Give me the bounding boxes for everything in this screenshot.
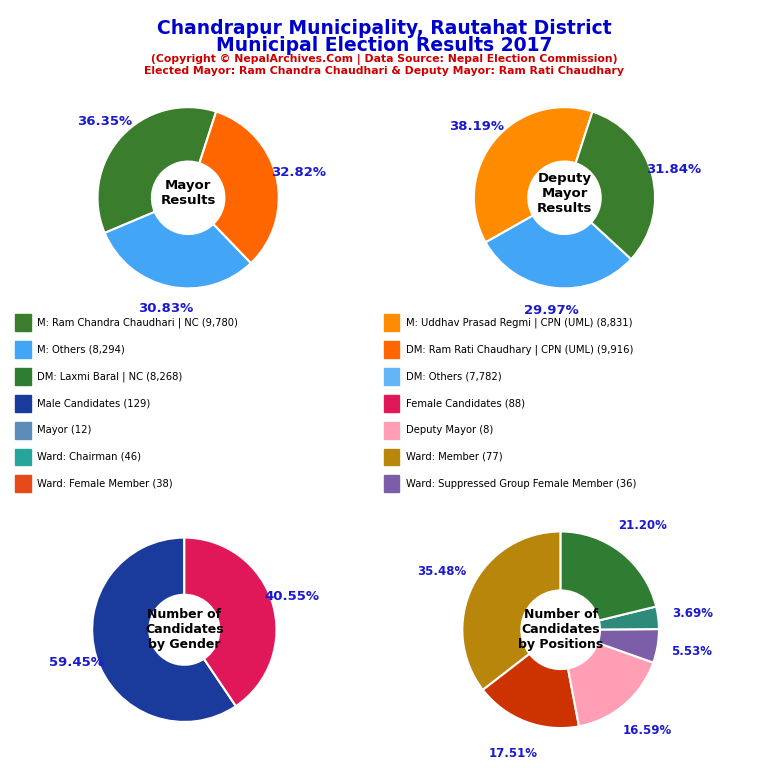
Text: Male Candidates (129): Male Candidates (129) [37,398,150,409]
Text: DM: Ram Rati Chaudhary | CPN (UML) (9,916): DM: Ram Rati Chaudhary | CPN (UML) (9,91… [406,344,633,355]
Text: Deputy Mayor (8): Deputy Mayor (8) [406,425,493,435]
Text: 32.82%: 32.82% [271,166,326,179]
Text: 16.59%: 16.59% [622,724,672,737]
Text: 38.19%: 38.19% [449,120,505,133]
Text: Mayor (12): Mayor (12) [37,425,91,435]
Text: DM: Others (7,782): DM: Others (7,782) [406,371,502,382]
Text: 17.51%: 17.51% [489,747,538,760]
Text: Ward: Female Member (38): Ward: Female Member (38) [37,478,173,489]
Text: Ward: Member (77): Ward: Member (77) [406,452,502,462]
Wedge shape [200,111,279,263]
Wedge shape [576,111,655,259]
Wedge shape [104,212,251,288]
Text: 36.35%: 36.35% [77,114,132,127]
Text: M: Others (8,294): M: Others (8,294) [37,344,124,355]
Wedge shape [98,108,216,233]
Text: 30.83%: 30.83% [137,302,193,315]
Text: Number of
Candidates
by Positions: Number of Candidates by Positions [518,608,604,651]
Wedge shape [599,607,659,630]
Text: 5.53%: 5.53% [671,645,712,658]
Text: Municipal Election Results 2017: Municipal Election Results 2017 [216,36,552,55]
Text: 35.48%: 35.48% [417,564,466,578]
Text: Female Candidates (88): Female Candidates (88) [406,398,525,409]
Text: 40.55%: 40.55% [264,591,319,604]
Wedge shape [561,531,656,621]
Text: 29.97%: 29.97% [524,304,579,316]
Text: Ward: Suppressed Group Female Member (36): Ward: Suppressed Group Female Member (36… [406,478,636,489]
Wedge shape [474,108,592,243]
Text: DM: Laxmi Baral | NC (8,268): DM: Laxmi Baral | NC (8,268) [37,371,182,382]
Text: Mayor
Results: Mayor Results [161,179,216,207]
Text: Number of
Candidates
by Gender: Number of Candidates by Gender [145,608,223,651]
Text: M: Ram Chandra Chaudhari | NC (9,780): M: Ram Chandra Chaudhari | NC (9,780) [37,317,238,328]
Text: Chandrapur Municipality, Rautahat District: Chandrapur Municipality, Rautahat Distri… [157,19,611,38]
Text: 21.20%: 21.20% [618,519,667,532]
Text: Deputy
Mayor
Results: Deputy Mayor Results [537,172,592,215]
Wedge shape [598,629,659,663]
Text: (Copyright © NepalArchives.Com | Data Source: Nepal Election Commission): (Copyright © NepalArchives.Com | Data So… [151,54,617,65]
Text: 31.84%: 31.84% [647,163,702,176]
Text: 59.45%: 59.45% [49,656,104,669]
Wedge shape [184,538,276,706]
Wedge shape [485,216,631,288]
Text: Ward: Chairman (46): Ward: Chairman (46) [37,452,141,462]
Wedge shape [462,531,561,690]
Wedge shape [568,643,654,727]
Text: Elected Mayor: Ram Chandra Chaudhari & Deputy Mayor: Ram Rati Chaudhary: Elected Mayor: Ram Chandra Chaudhari & D… [144,66,624,76]
Wedge shape [483,654,579,728]
Text: 3.69%: 3.69% [672,607,713,620]
Text: M: Uddhav Prasad Regmi | CPN (UML) (8,831): M: Uddhav Prasad Regmi | CPN (UML) (8,83… [406,317,632,328]
Wedge shape [92,538,236,722]
